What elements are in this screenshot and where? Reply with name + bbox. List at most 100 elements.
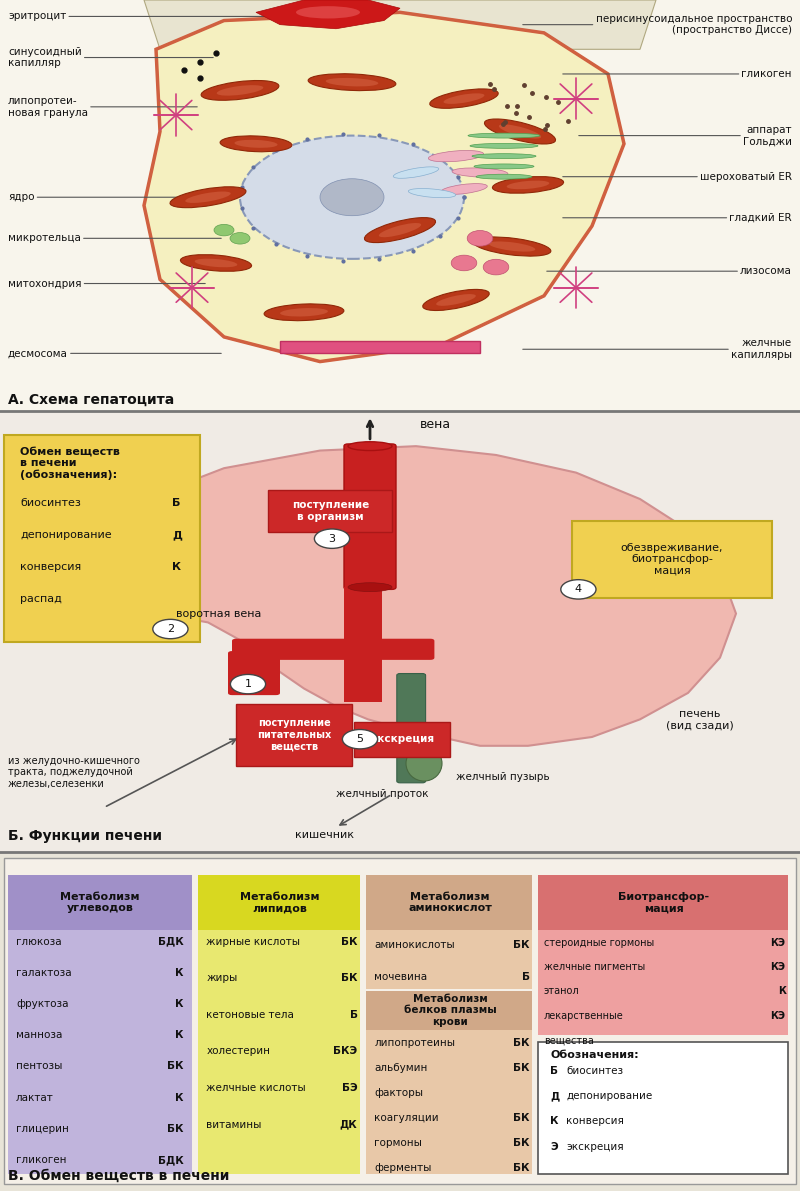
Ellipse shape bbox=[474, 164, 534, 169]
Text: альбумин: альбумин bbox=[374, 1062, 428, 1073]
Polygon shape bbox=[80, 447, 736, 746]
Ellipse shape bbox=[240, 136, 464, 258]
Text: БКЭ: БКЭ bbox=[334, 1047, 358, 1056]
FancyBboxPatch shape bbox=[8, 875, 192, 930]
Ellipse shape bbox=[365, 218, 435, 243]
FancyBboxPatch shape bbox=[397, 674, 426, 782]
Text: кетоновые тела: кетоновые тела bbox=[206, 1010, 294, 1019]
FancyBboxPatch shape bbox=[354, 722, 450, 756]
FancyBboxPatch shape bbox=[572, 522, 772, 598]
Ellipse shape bbox=[452, 168, 508, 177]
FancyBboxPatch shape bbox=[198, 875, 360, 930]
Text: эритроцит: эритроцит bbox=[8, 12, 326, 21]
Text: пентозы: пентозы bbox=[16, 1061, 62, 1072]
FancyBboxPatch shape bbox=[366, 1030, 532, 1174]
FancyBboxPatch shape bbox=[538, 875, 788, 930]
Ellipse shape bbox=[170, 187, 246, 207]
Text: обезвреживание,
биотрансфор-
мация: обезвреживание, биотрансфор- мация bbox=[621, 543, 723, 576]
Ellipse shape bbox=[194, 258, 238, 267]
Circle shape bbox=[561, 580, 596, 599]
Text: стероидные гормоны: стероидные гормоны bbox=[544, 937, 654, 948]
FancyBboxPatch shape bbox=[198, 930, 360, 1174]
Text: биосинтез: биосинтез bbox=[566, 1066, 623, 1075]
Text: Б: Б bbox=[522, 972, 530, 983]
Text: депонирование: депонирование bbox=[20, 530, 112, 541]
Text: КЭ: КЭ bbox=[770, 962, 786, 972]
Text: холестерин: холестерин bbox=[206, 1047, 270, 1056]
Text: витамины: витамины bbox=[206, 1120, 262, 1130]
Text: 2: 2 bbox=[167, 624, 174, 634]
Text: лактат: лактат bbox=[16, 1092, 54, 1103]
Text: вещества: вещества bbox=[544, 1035, 594, 1046]
Text: глицерин: глицерин bbox=[16, 1124, 69, 1134]
Text: БК: БК bbox=[513, 1037, 530, 1048]
Ellipse shape bbox=[467, 231, 493, 247]
Text: К: К bbox=[550, 1116, 559, 1127]
Text: К: К bbox=[175, 1030, 184, 1040]
Text: аминокислоты: аминокислоты bbox=[374, 940, 455, 950]
Text: Б. Функции печени: Б. Функции печени bbox=[8, 829, 162, 843]
FancyBboxPatch shape bbox=[378, 638, 434, 660]
Text: манноза: манноза bbox=[16, 1030, 62, 1040]
Text: экскреция: экскреция bbox=[371, 734, 434, 744]
FancyBboxPatch shape bbox=[232, 638, 352, 660]
Ellipse shape bbox=[230, 232, 250, 244]
Text: желчный проток: желчный проток bbox=[336, 790, 429, 799]
FancyBboxPatch shape bbox=[538, 930, 788, 1035]
Text: Обмен веществ
в печени
(обозначения):: Обмен веществ в печени (обозначения): bbox=[20, 447, 120, 480]
FancyBboxPatch shape bbox=[0, 0, 800, 411]
Text: КЭ: КЭ bbox=[770, 1011, 786, 1021]
Ellipse shape bbox=[422, 289, 490, 311]
Text: БК: БК bbox=[513, 1164, 530, 1173]
Text: воротная вена: воротная вена bbox=[176, 609, 262, 618]
Circle shape bbox=[153, 619, 188, 638]
Text: вена: вена bbox=[420, 418, 451, 431]
Ellipse shape bbox=[408, 188, 456, 198]
Text: жиры: жиры bbox=[206, 973, 238, 984]
Text: желчные
капилляры: желчные капилляры bbox=[522, 338, 792, 360]
Ellipse shape bbox=[472, 154, 536, 158]
Text: Биотрансфор-
мация: Биотрансфор- мация bbox=[618, 892, 710, 913]
Ellipse shape bbox=[220, 136, 292, 151]
FancyBboxPatch shape bbox=[228, 651, 280, 696]
Text: КЭ: КЭ bbox=[770, 937, 786, 948]
Text: гликоген: гликоген bbox=[562, 69, 792, 79]
Ellipse shape bbox=[394, 167, 438, 179]
Text: Д: Д bbox=[550, 1091, 560, 1100]
Ellipse shape bbox=[214, 224, 234, 236]
Polygon shape bbox=[144, 12, 624, 362]
Text: БК: БК bbox=[167, 1124, 184, 1134]
Text: 1: 1 bbox=[245, 679, 251, 690]
Text: БДК: БДК bbox=[158, 1155, 184, 1165]
Text: поступление
в организм: поступление в организм bbox=[292, 500, 369, 522]
Ellipse shape bbox=[406, 746, 442, 781]
Ellipse shape bbox=[201, 81, 279, 100]
Text: Обозначения:: Обозначения: bbox=[550, 1050, 639, 1060]
Text: БДК: БДК bbox=[158, 936, 184, 947]
Ellipse shape bbox=[430, 89, 498, 108]
Text: гладкий ЕR: гладкий ЕR bbox=[562, 213, 792, 223]
Ellipse shape bbox=[280, 308, 328, 317]
Ellipse shape bbox=[493, 176, 563, 193]
FancyBboxPatch shape bbox=[366, 875, 532, 930]
Text: лекарственные: лекарственные bbox=[544, 1011, 624, 1021]
Text: К: К bbox=[175, 999, 184, 1009]
Circle shape bbox=[230, 674, 266, 694]
Text: конверсия: конверсия bbox=[566, 1116, 624, 1127]
Text: А. Схема гепатоцита: А. Схема гепатоцита bbox=[8, 393, 174, 407]
Text: 3: 3 bbox=[329, 534, 335, 543]
Ellipse shape bbox=[186, 192, 230, 202]
Ellipse shape bbox=[485, 119, 555, 144]
Ellipse shape bbox=[326, 77, 378, 87]
Text: Э: Э bbox=[550, 1142, 558, 1152]
Text: гормоны: гормоны bbox=[374, 1139, 422, 1148]
Text: липопротеи-
новая гранула: липопротеи- новая гранула bbox=[8, 96, 198, 118]
Text: перисинусоидальное пространство
(пространство Диссе): перисинусоидальное пространство (простра… bbox=[522, 14, 792, 36]
Text: желчные пигменты: желчные пигменты bbox=[544, 962, 646, 972]
FancyBboxPatch shape bbox=[366, 930, 532, 989]
FancyBboxPatch shape bbox=[236, 704, 352, 766]
FancyBboxPatch shape bbox=[538, 1042, 788, 1174]
Ellipse shape bbox=[441, 183, 487, 194]
Text: ферменты: ферменты bbox=[374, 1164, 432, 1173]
Text: факторы: факторы bbox=[374, 1087, 423, 1098]
